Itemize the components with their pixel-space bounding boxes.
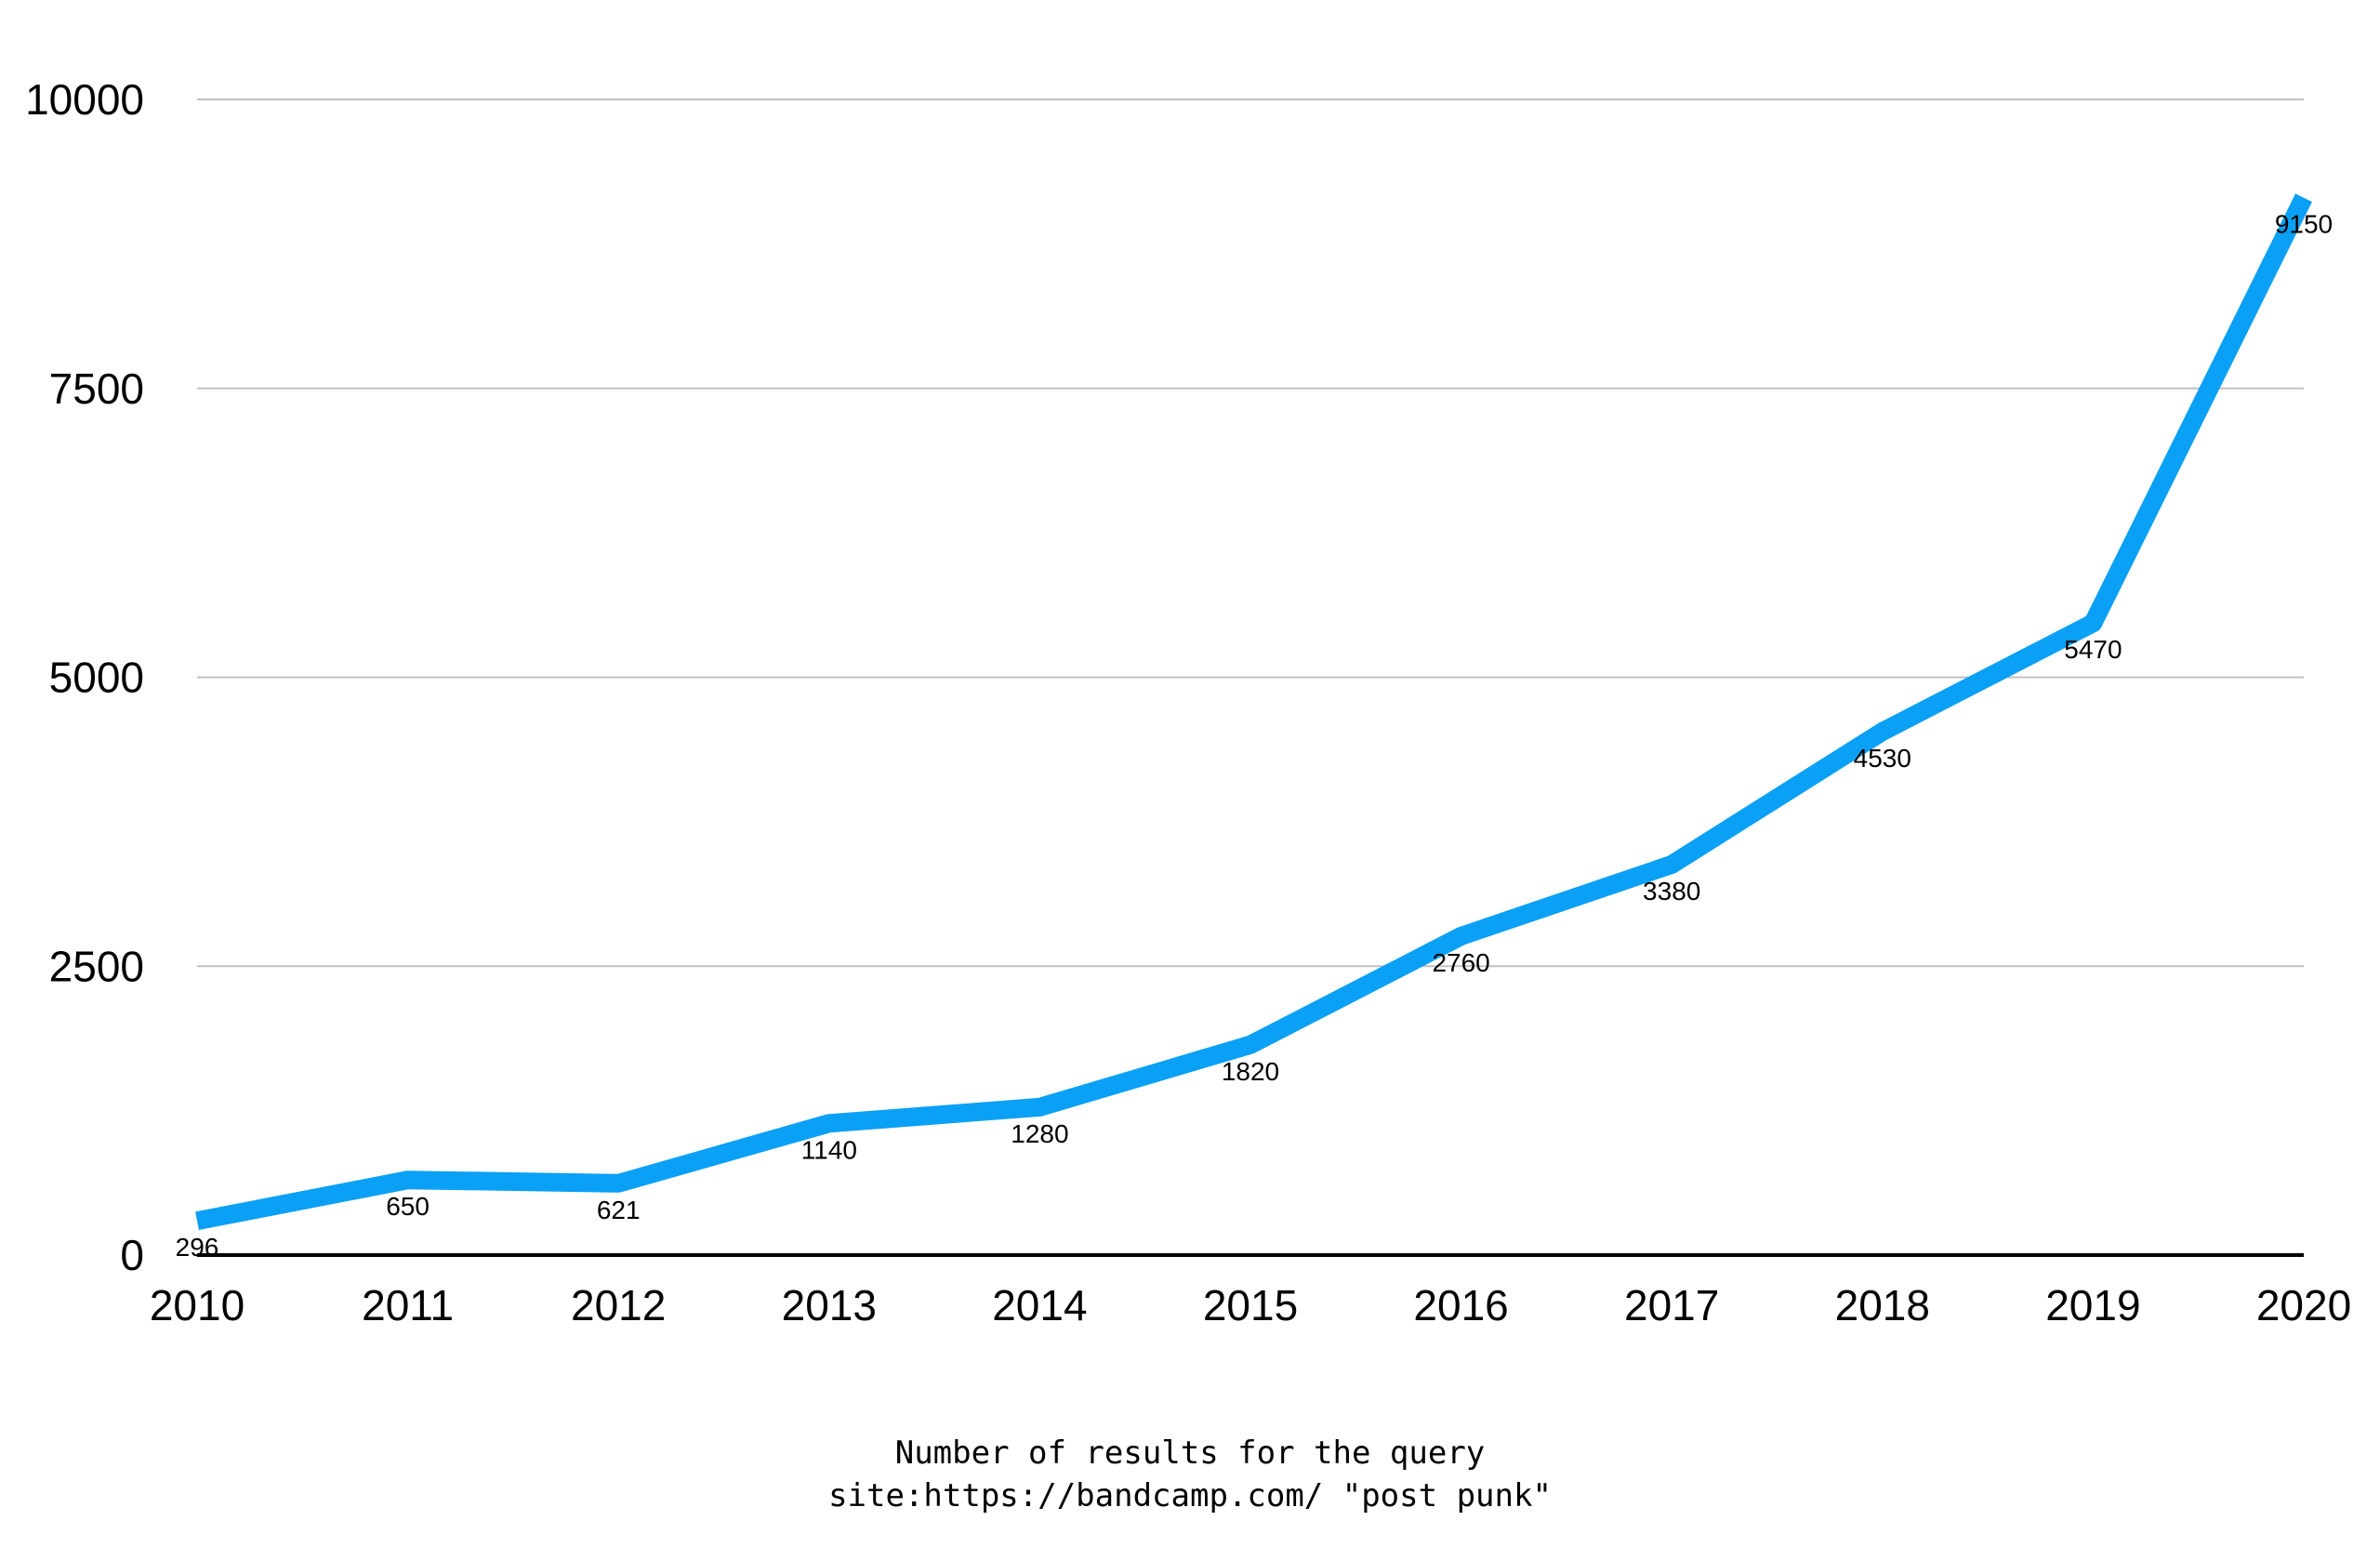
x-tick-label: 2014 xyxy=(992,1281,1087,1329)
x-axis-ticks: 2010 2011 2012 2013 2014 2015 2016 2017 2018 2019… xyxy=(150,1281,2351,1329)
data-label: 1280 xyxy=(1011,1119,1068,1148)
y-tick-label: 5000 xyxy=(49,654,144,702)
y-tick-label: 10000 xyxy=(25,75,144,124)
caption-line-2: site:https://bandcamp.com/ "post punk" xyxy=(828,1477,1552,1514)
x-tick-label: 2012 xyxy=(571,1281,666,1329)
x-tick-label: 2017 xyxy=(1624,1281,1719,1329)
data-label: 2760 xyxy=(1432,948,1489,977)
data-label: 5470 xyxy=(2064,635,2122,664)
x-tick-label: 2020 xyxy=(2256,1281,2351,1329)
x-tick-label: 2010 xyxy=(150,1281,245,1329)
y-tick-label: 0 xyxy=(120,1231,144,1279)
data-label: 4530 xyxy=(1854,744,1911,773)
gridlines xyxy=(197,99,2304,968)
y-axis-ticks: 0 2500 5000 7500 10000 xyxy=(25,75,144,1279)
data-label: 296 xyxy=(176,1233,219,1262)
data-label: 621 xyxy=(597,1196,641,1224)
caption-line-1: Number of results for the query xyxy=(894,1435,1486,1472)
x-tick-label: 2013 xyxy=(782,1281,877,1329)
data-labels: 296 650 621 1140 1280 1820 2760 3380 4530 5470 915… xyxy=(176,210,2334,1263)
x-tick-label: 2019 xyxy=(2045,1281,2140,1329)
data-label: 3380 xyxy=(1643,877,1700,906)
x-tick-label: 2018 xyxy=(1835,1281,1930,1329)
x-tick-label: 2016 xyxy=(1413,1281,1508,1329)
series-line xyxy=(195,193,2312,1231)
data-label: 9150 xyxy=(2275,210,2333,239)
data-label: 1820 xyxy=(1222,1057,1279,1086)
y-tick-label: 2500 xyxy=(49,942,144,990)
y-tick-label: 7500 xyxy=(49,364,144,413)
data-label: 650 xyxy=(386,1192,430,1221)
data-label: 1140 xyxy=(801,1135,857,1164)
x-tick-label: 2011 xyxy=(362,1281,454,1329)
x-tick-label: 2015 xyxy=(1203,1281,1298,1329)
